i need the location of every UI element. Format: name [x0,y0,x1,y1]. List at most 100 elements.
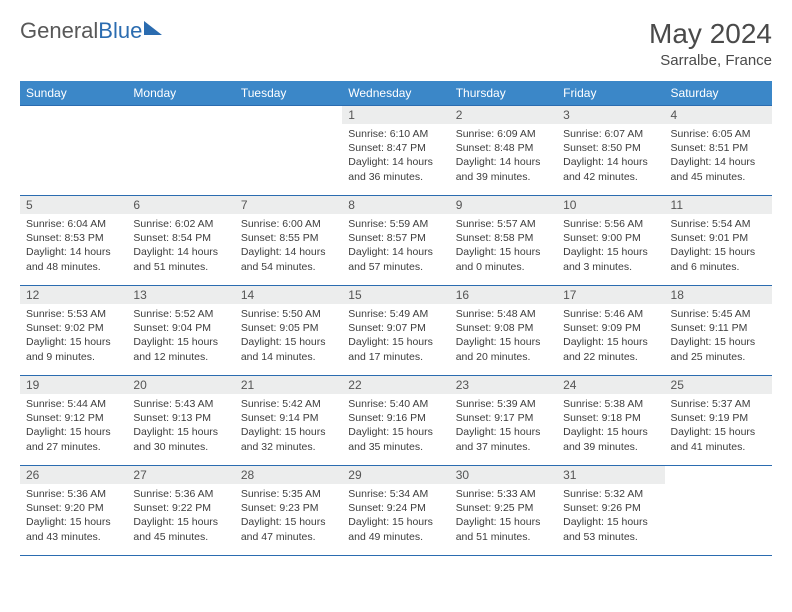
day-cell: 14Sunrise: 5:50 AMSunset: 9:05 PMDayligh… [235,286,342,376]
day-body: Sunrise: 5:46 AMSunset: 9:09 PMDaylight:… [557,304,664,367]
daylight-line: Daylight: 15 hours and 49 minutes. [348,515,443,543]
daylight-line: Daylight: 15 hours and 27 minutes. [26,425,121,453]
day-number: 30 [450,466,557,484]
daylight-line: Daylight: 14 hours and 51 minutes. [133,245,228,273]
day-number: 26 [20,466,127,484]
sunrise-line: Sunrise: 5:44 AM [26,397,121,411]
sunset-line: Sunset: 9:18 PM [563,411,658,425]
day-number: 17 [557,286,664,304]
day-number: 8 [342,196,449,214]
empty-cell [127,106,234,196]
sunset-line: Sunset: 8:47 PM [348,141,443,155]
logo: GeneralBlue [20,18,162,44]
daylight-line: Daylight: 15 hours and 43 minutes. [26,515,121,543]
day-body: Sunrise: 5:45 AMSunset: 9:11 PMDaylight:… [665,304,772,367]
sunset-line: Sunset: 8:48 PM [456,141,551,155]
calendar-row: 26Sunrise: 5:36 AMSunset: 9:20 PMDayligh… [20,466,772,556]
sunrise-line: Sunrise: 5:32 AM [563,487,658,501]
day-body: Sunrise: 5:40 AMSunset: 9:16 PMDaylight:… [342,394,449,457]
day-number: 15 [342,286,449,304]
day-cell: 20Sunrise: 5:43 AMSunset: 9:13 PMDayligh… [127,376,234,466]
daylight-line: Daylight: 15 hours and 3 minutes. [563,245,658,273]
sunset-line: Sunset: 9:07 PM [348,321,443,335]
daylight-line: Daylight: 15 hours and 6 minutes. [671,245,766,273]
day-body: Sunrise: 5:32 AMSunset: 9:26 PMDaylight:… [557,484,664,547]
daylight-line: Daylight: 15 hours and 9 minutes. [26,335,121,363]
sunrise-line: Sunrise: 5:45 AM [671,307,766,321]
day-body: Sunrise: 6:04 AMSunset: 8:53 PMDaylight:… [20,214,127,277]
sunrise-line: Sunrise: 5:53 AM [26,307,121,321]
sunrise-line: Sunrise: 5:37 AM [671,397,766,411]
day-body: Sunrise: 5:33 AMSunset: 9:25 PMDaylight:… [450,484,557,547]
sunset-line: Sunset: 9:01 PM [671,231,766,245]
daylight-line: Daylight: 15 hours and 51 minutes. [456,515,551,543]
day-cell: 30Sunrise: 5:33 AMSunset: 9:25 PMDayligh… [450,466,557,556]
sunrise-line: Sunrise: 5:49 AM [348,307,443,321]
day-number: 20 [127,376,234,394]
sunrise-line: Sunrise: 5:57 AM [456,217,551,231]
day-number: 10 [557,196,664,214]
sunrise-line: Sunrise: 5:36 AM [26,487,121,501]
sunrise-line: Sunrise: 5:35 AM [241,487,336,501]
day-number: 24 [557,376,664,394]
calendar-row: 5Sunrise: 6:04 AMSunset: 8:53 PMDaylight… [20,196,772,286]
day-cell: 3Sunrise: 6:07 AMSunset: 8:50 PMDaylight… [557,106,664,196]
day-body: Sunrise: 5:59 AMSunset: 8:57 PMDaylight:… [342,214,449,277]
day-number: 6 [127,196,234,214]
daylight-line: Daylight: 15 hours and 22 minutes. [563,335,658,363]
day-body: Sunrise: 5:34 AMSunset: 9:24 PMDaylight:… [342,484,449,547]
sunrise-line: Sunrise: 6:02 AM [133,217,228,231]
day-cell: 4Sunrise: 6:05 AMSunset: 8:51 PMDaylight… [665,106,772,196]
daylight-line: Daylight: 15 hours and 30 minutes. [133,425,228,453]
day-body: Sunrise: 5:49 AMSunset: 9:07 PMDaylight:… [342,304,449,367]
sunset-line: Sunset: 8:54 PM [133,231,228,245]
day-body: Sunrise: 6:05 AMSunset: 8:51 PMDaylight:… [665,124,772,187]
day-cell: 15Sunrise: 5:49 AMSunset: 9:07 PMDayligh… [342,286,449,376]
sunrise-line: Sunrise: 6:04 AM [26,217,121,231]
day-number: 19 [20,376,127,394]
sunset-line: Sunset: 9:04 PM [133,321,228,335]
sunset-line: Sunset: 8:50 PM [563,141,658,155]
sunrise-line: Sunrise: 5:36 AM [133,487,228,501]
day-cell: 28Sunrise: 5:35 AMSunset: 9:23 PMDayligh… [235,466,342,556]
day-cell: 7Sunrise: 6:00 AMSunset: 8:55 PMDaylight… [235,196,342,286]
empty-cell [20,106,127,196]
day-number: 16 [450,286,557,304]
sunset-line: Sunset: 9:08 PM [456,321,551,335]
day-body: Sunrise: 5:44 AMSunset: 9:12 PMDaylight:… [20,394,127,457]
day-body: Sunrise: 5:48 AMSunset: 9:08 PMDaylight:… [450,304,557,367]
day-body: Sunrise: 6:07 AMSunset: 8:50 PMDaylight:… [557,124,664,187]
daylight-line: Daylight: 15 hours and 53 minutes. [563,515,658,543]
sunset-line: Sunset: 9:05 PM [241,321,336,335]
sunset-line: Sunset: 9:02 PM [26,321,121,335]
daylight-line: Daylight: 14 hours and 54 minutes. [241,245,336,273]
day-number: 23 [450,376,557,394]
weekday-header: Saturday [665,81,772,106]
day-cell: 23Sunrise: 5:39 AMSunset: 9:17 PMDayligh… [450,376,557,466]
sunrise-line: Sunrise: 5:56 AM [563,217,658,231]
daylight-line: Daylight: 15 hours and 32 minutes. [241,425,336,453]
daylight-line: Daylight: 14 hours and 48 minutes. [26,245,121,273]
day-cell: 12Sunrise: 5:53 AMSunset: 9:02 PMDayligh… [20,286,127,376]
sunset-line: Sunset: 9:25 PM [456,501,551,515]
day-number: 22 [342,376,449,394]
daylight-line: Daylight: 15 hours and 39 minutes. [563,425,658,453]
weekday-header: Tuesday [235,81,342,106]
day-body: Sunrise: 6:00 AMSunset: 8:55 PMDaylight:… [235,214,342,277]
day-cell: 24Sunrise: 5:38 AMSunset: 9:18 PMDayligh… [557,376,664,466]
daylight-line: Daylight: 15 hours and 47 minutes. [241,515,336,543]
day-number: 11 [665,196,772,214]
day-cell: 21Sunrise: 5:42 AMSunset: 9:14 PMDayligh… [235,376,342,466]
daylight-line: Daylight: 15 hours and 0 minutes. [456,245,551,273]
sunset-line: Sunset: 9:13 PM [133,411,228,425]
sunset-line: Sunset: 8:57 PM [348,231,443,245]
daylight-line: Daylight: 14 hours and 57 minutes. [348,245,443,273]
day-number: 18 [665,286,772,304]
daylight-line: Daylight: 15 hours and 17 minutes. [348,335,443,363]
sunrise-line: Sunrise: 6:10 AM [348,127,443,141]
logo-text-gray: General [20,18,98,44]
day-number: 25 [665,376,772,394]
day-body: Sunrise: 5:50 AMSunset: 9:05 PMDaylight:… [235,304,342,367]
day-number: 2 [450,106,557,124]
sunrise-line: Sunrise: 5:40 AM [348,397,443,411]
